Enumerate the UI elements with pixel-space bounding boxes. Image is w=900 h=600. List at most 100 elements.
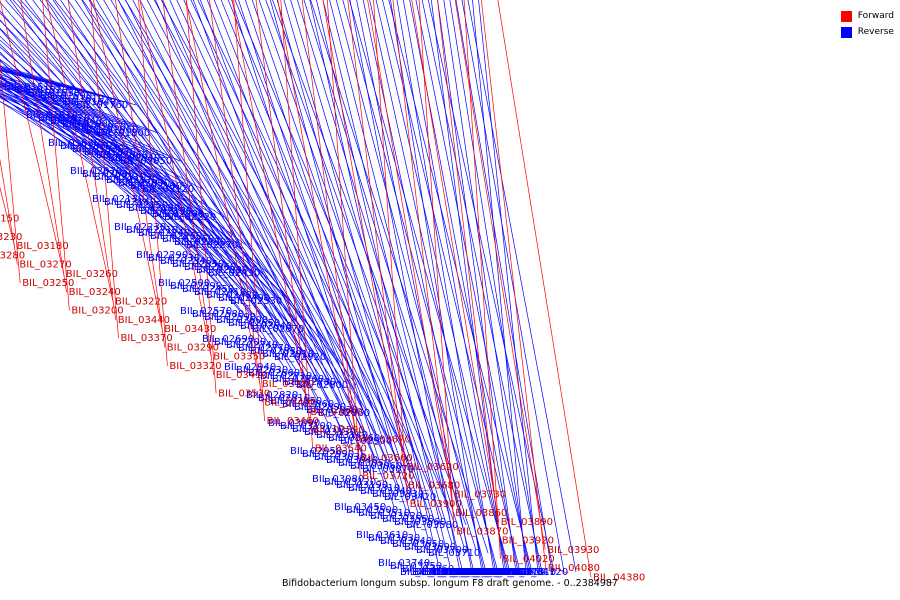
reverse-gene-label: BIL_02380	[196, 265, 248, 276]
forward-gene-label: BIL_03890	[501, 517, 553, 528]
legend: Forward Reverse	[840, 8, 894, 40]
reverse-gene-label: BIL_04370	[468, 567, 520, 578]
reverse-gene-leader-line	[0, 96, 165, 203]
reverse-gene-label: BIL_03840	[450, 567, 502, 578]
legend-swatch-forward	[840, 10, 852, 22]
forward-gene-label: BIL_03240	[69, 287, 121, 298]
forward-gene-label: BIL_03660	[361, 453, 413, 464]
reverse-gene-label: BIL_03560	[394, 517, 446, 528]
reverse-gene-label: BIL_03970	[422, 567, 474, 578]
reverse-gene-label: BIL_03050	[338, 458, 390, 469]
forward-gene-label: BIL_03290	[167, 342, 219, 353]
forward-gene-label: BIL_03930	[547, 545, 599, 556]
reverse-gene-label: BIL_03450	[334, 502, 386, 513]
reverse-gene-label: BIL_04290	[456, 567, 508, 578]
forward-gene-label: BIL_03370	[121, 333, 173, 344]
reverse-gene-leader-line	[0, 74, 209, 259]
reverse-gene-label: BIL_04040	[458, 567, 510, 578]
reverse-gene-label: BIL_02900	[340, 436, 392, 447]
reverse-gene-label: BIL_02250	[150, 231, 202, 242]
reverse-gene-label: BIL_04230	[444, 567, 496, 578]
reverse-gene-label: BIL_01510	[4, 82, 56, 93]
reverse-gene-label: BIL_02860	[282, 399, 334, 410]
forward-gene-label: BIL_03900	[410, 499, 462, 510]
reverse-gene-leader-line	[132, 0, 353, 430]
reverse-gene-label: BIL_03830	[460, 567, 512, 578]
reverse-gene-label: BIL_03110	[292, 424, 344, 435]
reverse-gene-leader-line	[415, 0, 531, 573]
forward-gene-label: BIL_03920	[502, 536, 554, 547]
reverse-gene-label: BIL_01640	[64, 97, 116, 108]
reverse-gene-label: BIL_02150	[116, 200, 168, 211]
reverse-gene-label: BIL_02630	[236, 365, 288, 376]
reverse-gene-label: BIL_01520	[16, 85, 68, 96]
forward-gene-label: BIL_03600	[311, 407, 363, 418]
reverse-gene-label: BIL_03810	[448, 567, 500, 578]
reverse-gene-leader-line	[316, 0, 451, 567]
forward-gene-label: BIL_03410	[216, 370, 268, 381]
reverse-gene-leader-line	[45, 0, 285, 368]
reverse-gene-label: BIL_02490	[218, 293, 270, 304]
reverse-gene-leader-line	[0, 27, 267, 296]
reverse-gene-leader-line	[88, 0, 319, 399]
reverse-gene-label: BIL_01810	[26, 110, 78, 121]
reverse-gene-leader-line	[349, 0, 461, 573]
reverse-gene-label: BIL_04090	[480, 567, 532, 578]
reverse-gene-label: BIL_03760	[402, 564, 454, 575]
reverse-gene-leader-line	[0, 10, 265, 318]
legend-item-reverse: Reverse	[840, 24, 894, 40]
reverse-gene-label: BIL_04030	[434, 567, 486, 578]
reverse-gene-leader-line	[0, 53, 245, 268]
reverse-gene-label: BIL_01970	[84, 147, 136, 158]
reverse-gene-label: BIL_02290	[136, 250, 188, 261]
reverse-gene-label: BIL_02260	[162, 234, 214, 245]
reverse-gene-leader-line	[437, 0, 517, 573]
forward-gene-leader-line	[418, 0, 455, 532]
reverse-gene-label: BIL_04310	[504, 567, 556, 578]
reverse-gene-label: BIL_03550	[382, 514, 434, 525]
reverse-gene-leader-line	[9, 0, 263, 340]
reverse-gene-leader-line	[139, 0, 365, 433]
reverse-gene-label: BIL_03420	[384, 492, 436, 503]
forward-gene-label: BIL_03220	[115, 296, 167, 307]
reverse-gene-leader-line	[162, 0, 363, 455]
reverse-gene-leader-line	[388, 0, 533, 573]
forward-gene-label: BIL_03350	[213, 352, 265, 363]
reverse-gene-label: BIL_01830	[48, 138, 100, 149]
reverse-gene-label: BIL_02050	[120, 156, 172, 167]
reverse-gene-leader-line	[0, 60, 233, 265]
reverse-gene-label: BIL_04270	[478, 567, 530, 578]
reverse-gene-label: BIL_03800	[436, 567, 488, 578]
reverse-gene-label: BIL_02190	[140, 206, 192, 217]
reverse-gene-label: BIL_03120	[324, 477, 376, 488]
reverse-gene-leader-line	[169, 0, 375, 458]
forward-gene-leader-line	[231, 0, 309, 412]
reverse-gene-label: BIL_02480	[206, 290, 258, 301]
reverse-gene-leader-line	[0, 73, 159, 134]
reverse-gene-label: BIL_02530	[230, 296, 282, 307]
forward-gene-label: BIL_03320	[169, 361, 221, 372]
forward-gene-leader-line	[93, 0, 163, 330]
reverse-gene-label: BIL_02040	[108, 153, 160, 164]
legend-label-reverse: Reverse	[857, 27, 894, 37]
reverse-gene-leader-line	[430, 0, 505, 573]
reverse-gene-leader-line	[409, 0, 519, 573]
reverse-gene-leader-line	[153, 0, 389, 439]
reverse-gene-leader-line	[183, 0, 399, 464]
reverse-gene-leader-line	[270, 0, 417, 536]
forward-gene-label: BIL_03200	[71, 306, 123, 317]
reverse-gene-label: BIL_03820	[438, 567, 490, 578]
reverse-gene-label: BIL_03740	[378, 558, 430, 569]
reverse-gene-label: BIL_02100	[130, 181, 182, 192]
forward-gene-leader-line	[115, 0, 166, 348]
reverse-gene-leader-line	[335, 0, 487, 573]
reverse-gene-label: BIL_02660	[248, 368, 300, 379]
reverse-gene-label: BIL_02590	[204, 312, 256, 323]
reverse-gene-leader-line	[283, 0, 441, 542]
legend-item-forward: Forward	[840, 8, 894, 24]
reverse-gene-label: BIL_02890	[294, 402, 346, 413]
reverse-gene-leader-line	[74, 0, 333, 380]
reverse-gene-leader-line	[258, 0, 443, 520]
reverse-gene-label: BIL_01760	[76, 100, 128, 111]
